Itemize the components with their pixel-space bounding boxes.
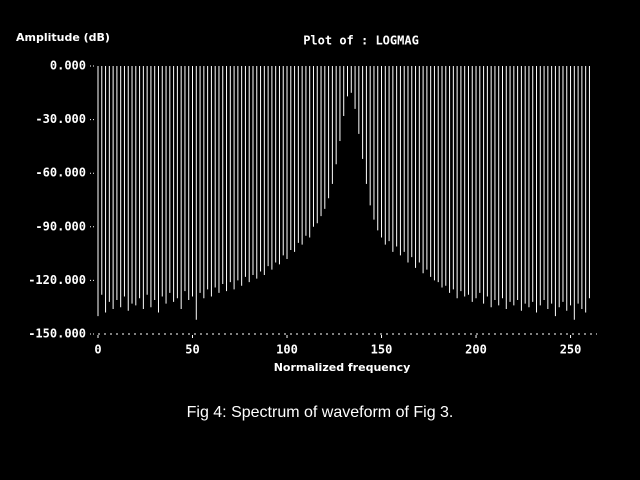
y-tick-label: -90.000 (35, 219, 86, 233)
y-tick-label: -60.000 (35, 166, 86, 180)
x-tick-label: 100 (276, 343, 298, 357)
y-tick-label: -120.000 (28, 273, 86, 287)
x-tick-label: 0 (94, 343, 101, 357)
caption: Fig 4: Spectrum of waveform of Fig 3. (187, 404, 454, 421)
y-tick-label: -30.000 (35, 112, 86, 126)
y-tick-label: -150.000 (28, 327, 86, 341)
chart-title: Plot of : LOGMAG (303, 34, 419, 48)
y-axis-label: Amplitude (dB) (16, 31, 110, 44)
x-tick-label: 200 (465, 343, 487, 357)
x-tick-label: 150 (371, 343, 393, 357)
x-axis-label: Normalized frequency (274, 361, 411, 374)
y-tick-label: 0.000 (50, 59, 86, 73)
x-tick-label: 50 (185, 343, 199, 357)
x-tick-label: 250 (560, 343, 582, 357)
